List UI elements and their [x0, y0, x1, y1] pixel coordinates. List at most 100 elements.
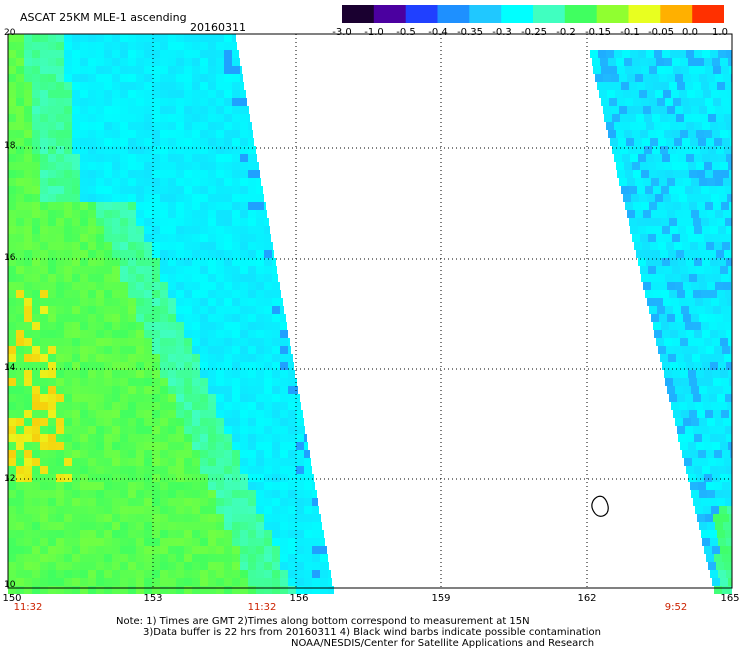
- swath-cell: [200, 402, 208, 410]
- swath-cell: [136, 274, 144, 282]
- swath-cell: [152, 498, 160, 506]
- swath-cell: [96, 578, 104, 586]
- swath-cell: [96, 378, 104, 386]
- swath-cell: [160, 178, 168, 186]
- swath-cell: [248, 290, 256, 298]
- swath-cell: [72, 306, 80, 314]
- swath-cell: [176, 154, 184, 162]
- swath-cell: [661, 290, 669, 298]
- swath-cell: [676, 250, 684, 258]
- swath-cell: [32, 114, 40, 122]
- satellite-map[interactable]: [0, 0, 740, 600]
- swath-cell: [681, 274, 689, 282]
- swath-cell: [112, 466, 120, 474]
- swath-cell: [64, 418, 72, 426]
- swath-cell: [48, 346, 56, 354]
- swath-cell: [56, 338, 64, 346]
- swath-cell: [714, 586, 722, 594]
- swath-cell: [715, 178, 723, 186]
- swath-cell: [248, 490, 256, 498]
- swath-cell: [144, 34, 152, 42]
- swath-cell: [8, 306, 16, 314]
- swath-cell: [120, 562, 128, 570]
- swath-cell: [280, 290, 281, 298]
- swath-cell: [686, 226, 694, 234]
- swath-cell: [80, 226, 88, 234]
- swath-cell: [667, 74, 675, 82]
- swath-cell: [208, 466, 216, 474]
- swath-cell: [705, 378, 713, 386]
- swath-cell: [611, 74, 619, 82]
- swath-cell: [622, 154, 630, 162]
- swath-cell: [707, 210, 715, 218]
- swath-cell: [680, 442, 688, 450]
- swath-cell: [200, 514, 208, 522]
- swath-cell: [120, 306, 128, 314]
- swath-cell: [256, 394, 264, 402]
- swath-cell: [272, 250, 274, 258]
- swath-cell: [144, 90, 152, 98]
- swath-cell: [184, 138, 192, 146]
- swath-cell: [216, 314, 224, 322]
- swath-cell: [699, 490, 707, 498]
- swath-cell: [232, 570, 240, 578]
- swath-cell: [184, 538, 192, 546]
- swath-cell: [40, 90, 48, 98]
- swath-cell: [120, 370, 128, 378]
- swath-cell: [16, 418, 24, 426]
- swath-cell: [152, 306, 160, 314]
- swath-cell: [723, 74, 731, 82]
- swath-cell: [216, 42, 224, 50]
- swath-cell: [64, 82, 72, 90]
- swath-cell: [40, 146, 48, 154]
- swath-cell: [200, 506, 208, 514]
- swath-cell: [176, 298, 184, 306]
- swath-cell: [665, 66, 673, 74]
- swath-cell: [48, 434, 56, 442]
- swath-cell: [272, 306, 280, 314]
- swath-cell: [64, 370, 72, 378]
- swath-cell: [208, 186, 216, 194]
- swath-cell: [80, 34, 88, 42]
- swath-cell: [152, 410, 160, 418]
- swath-cell: [104, 490, 112, 498]
- swath-cell: [40, 442, 48, 450]
- swath-cell: [160, 58, 168, 66]
- swath-cell: [272, 266, 277, 274]
- swath-cell: [640, 58, 648, 66]
- swath-cell: [648, 58, 656, 66]
- swath-cell: [120, 106, 128, 114]
- swath-cell: [64, 130, 72, 138]
- swath-cell: [120, 98, 128, 106]
- swath-cell: [208, 154, 216, 162]
- swath-cell: [264, 450, 272, 458]
- swath-cell: [192, 194, 200, 202]
- swath-cell: [168, 50, 176, 58]
- swath-cell: [200, 258, 208, 266]
- swath-cell: [659, 210, 667, 218]
- swath-cell: [718, 570, 726, 578]
- swath-cell: [232, 58, 240, 66]
- swath-cell: [184, 274, 192, 282]
- swath-cell: [654, 122, 662, 130]
- swath-cell: [691, 106, 699, 114]
- swath-cell: [112, 426, 120, 434]
- swath-cell: [264, 522, 272, 530]
- swath-cell: [104, 362, 112, 370]
- swath-cell: [16, 106, 24, 114]
- swath-cell: [232, 498, 240, 506]
- swath-cell: [296, 418, 304, 426]
- swath-cell: [80, 218, 88, 226]
- swath-cell: [200, 82, 208, 90]
- swath-cell: [248, 170, 256, 178]
- swath-cell: [56, 354, 64, 362]
- swath-cell: [152, 130, 160, 138]
- swath-cell: [64, 122, 72, 130]
- swath-cell: [667, 282, 675, 290]
- swath-cell: [280, 498, 288, 506]
- swath-cell: [184, 178, 192, 186]
- swath-cell: [136, 186, 144, 194]
- swath-cell: [616, 162, 624, 170]
- swath-cell: [64, 282, 72, 290]
- swath-cell: [200, 186, 208, 194]
